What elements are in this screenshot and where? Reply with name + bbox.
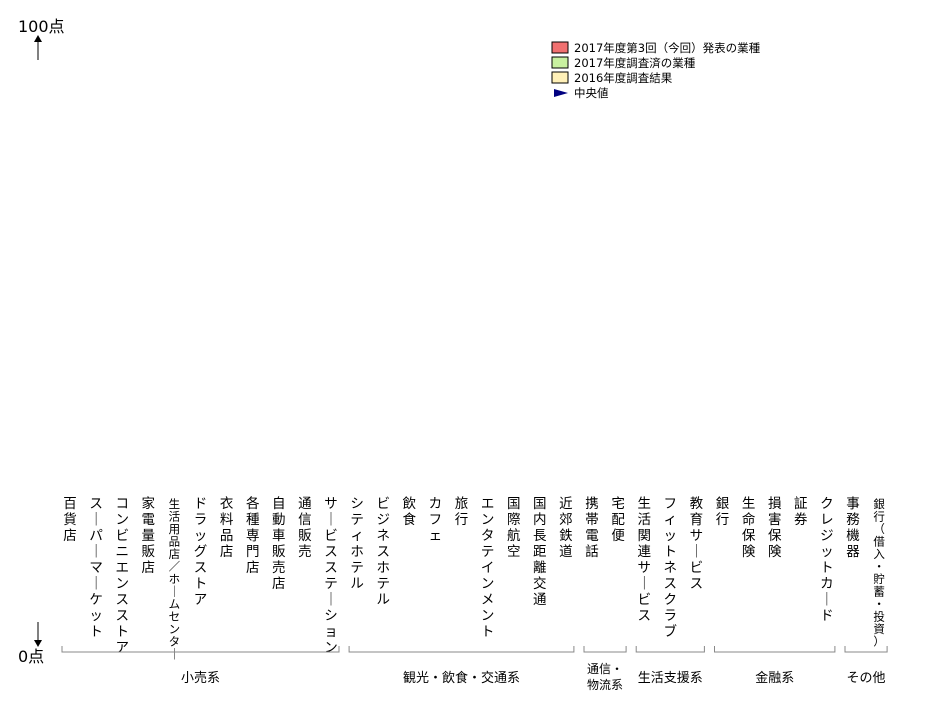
category-label: ス｜パ｜マ｜ケット	[89, 496, 103, 640]
category-label: コンビニエンスストア	[115, 496, 129, 656]
category-label: 携帯電話	[585, 496, 599, 560]
sector-groups: 小売系 観光・飲食・交通系 通信・物流系 生活支援系 金融系 その他	[61, 646, 888, 692]
legend: 2017年度第3回（今回）発表の業種2017年度調査済の業種2016年度調査結果…	[551, 41, 761, 100]
sector-label: 観光・飲食・交通系	[403, 670, 520, 686]
sector-bracket: 生活支援系	[635, 646, 705, 686]
category-label: 生活関連サ｜ビス	[637, 496, 651, 624]
category-label: 生活用品店／ホ｜ムセンタ｜	[169, 497, 181, 661]
sector-label: 通信・物流系	[587, 662, 623, 692]
category-label: 宅配便	[611, 496, 625, 544]
category-label: 教育サ｜ビス	[690, 496, 704, 592]
category-label: フィットネスクラブ	[664, 496, 678, 640]
category-label: 生命保険	[742, 496, 756, 560]
legend-label: 2017年度第3回（今回）発表の業種	[574, 41, 761, 55]
sector-bracket: その他	[844, 646, 888, 686]
category-label: 損害保険	[768, 496, 782, 560]
category-label: 自動車販売店	[272, 496, 286, 592]
category-label: 銀行（借入・貯蓄・投資）	[873, 497, 885, 649]
y-bottom-label: 0点	[18, 647, 44, 666]
category-label: ドラッグストア	[194, 496, 208, 608]
category-label: 衣料品店	[220, 496, 234, 560]
sector-label: 金融系	[755, 670, 794, 686]
y-axis: 100点 0点	[18, 17, 65, 666]
category-label: サ｜ビスステ｜ション	[324, 496, 338, 656]
category-label: 近郊鉄道	[559, 496, 573, 560]
category-label: ビジネスホテル	[376, 496, 390, 608]
sector-bracket: 通信・物流系	[583, 646, 627, 692]
category-label: 旅行	[455, 496, 469, 528]
category-label: シティホテル	[350, 496, 364, 592]
legend-label: 2016年度調査結果	[574, 71, 673, 85]
category-label: 銀行	[716, 496, 730, 528]
category-label: 通信販売	[298, 496, 312, 560]
y-top-label: 100点	[18, 17, 65, 36]
category-label: 各種専門店	[246, 496, 260, 576]
sector-label: その他	[847, 671, 886, 686]
category-label: 百貨店	[63, 496, 77, 544]
category-label: カフェ	[429, 496, 443, 544]
category-label: 事務機器	[846, 496, 860, 560]
y-up-arrow-icon	[34, 35, 42, 42]
y-down-arrow-icon	[34, 640, 42, 647]
legend-item: 2016年度調査結果	[551, 71, 673, 85]
sector-bracket: 観光・飲食・交通系	[348, 646, 575, 686]
sector-bracket: 金融系	[714, 646, 836, 686]
legend-item: 2017年度調査済の業種	[551, 56, 696, 70]
category-label: 国内長距離交通	[533, 496, 547, 608]
sector-bracket: 小売系	[61, 646, 340, 686]
category-label: 飲食	[403, 496, 417, 528]
category-label: 証券	[794, 496, 808, 528]
legend-label: 2017年度調査済の業種	[574, 56, 696, 70]
legend-label: 中央値	[574, 86, 609, 100]
category-label: エンタテインメント	[481, 496, 495, 640]
category-label: 国際航空	[507, 496, 521, 560]
category-label: クレジットカ｜ド	[820, 496, 834, 624]
sector-label: 小売系	[181, 670, 220, 686]
legend-item: 中央値	[554, 86, 609, 100]
category-label: 家電量販店	[142, 495, 156, 576]
sector-label: 生活支援系	[638, 671, 703, 686]
legend-item: 2017年度第3回（今回）発表の業種	[551, 41, 761, 55]
